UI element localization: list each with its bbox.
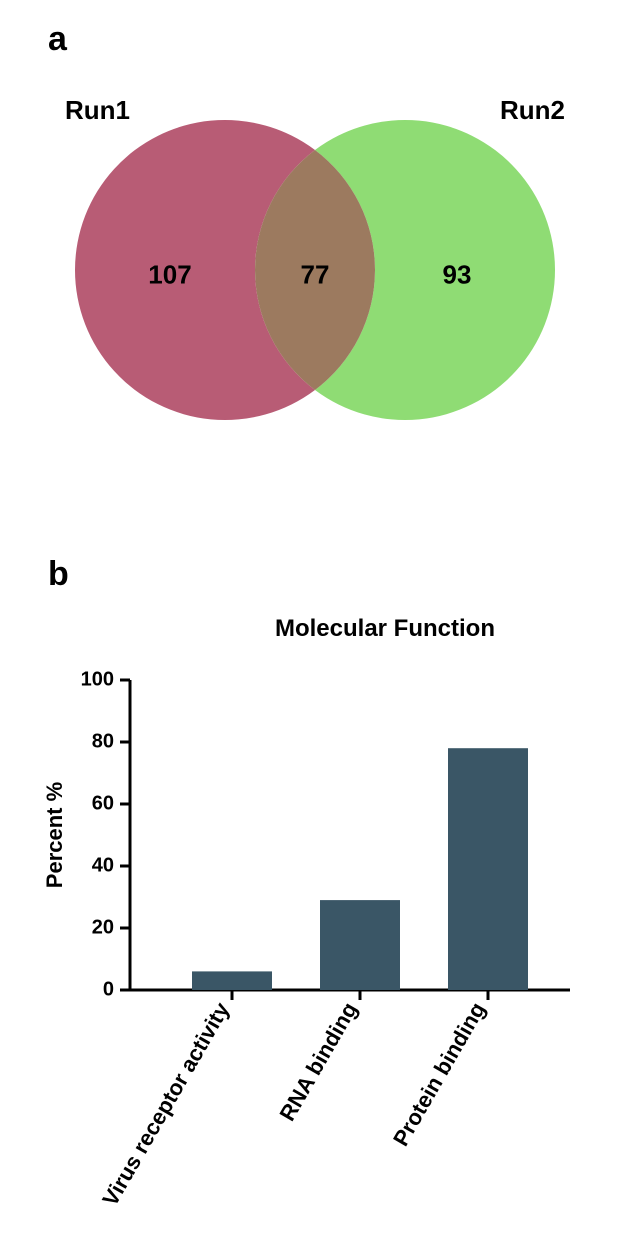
svg-text:60: 60 xyxy=(92,792,114,814)
svg-text:RNA binding: RNA binding xyxy=(274,998,362,1125)
svg-text:80: 80 xyxy=(92,730,114,752)
venn-left-value: 107 xyxy=(148,260,191,291)
svg-text:20: 20 xyxy=(92,916,114,938)
svg-text:Protein binding: Protein binding xyxy=(388,998,490,1150)
svg-text:40: 40 xyxy=(92,854,114,876)
venn-intersection-value: 77 xyxy=(301,260,330,291)
bar-chart: 0 20 40 60 80 100 Virus receptor activity RNA b… xyxy=(0,640,641,1260)
svg-text:0: 0 xyxy=(103,978,114,1000)
panel-b-label: b xyxy=(48,555,69,594)
venn-diagram xyxy=(0,0,641,500)
venn-right-value: 93 xyxy=(443,260,472,291)
svg-text:Virus receptor activity: Virus receptor activity xyxy=(97,997,234,1210)
svg-text:100: 100 xyxy=(81,668,114,690)
chart-title: Molecular Function xyxy=(215,615,555,643)
